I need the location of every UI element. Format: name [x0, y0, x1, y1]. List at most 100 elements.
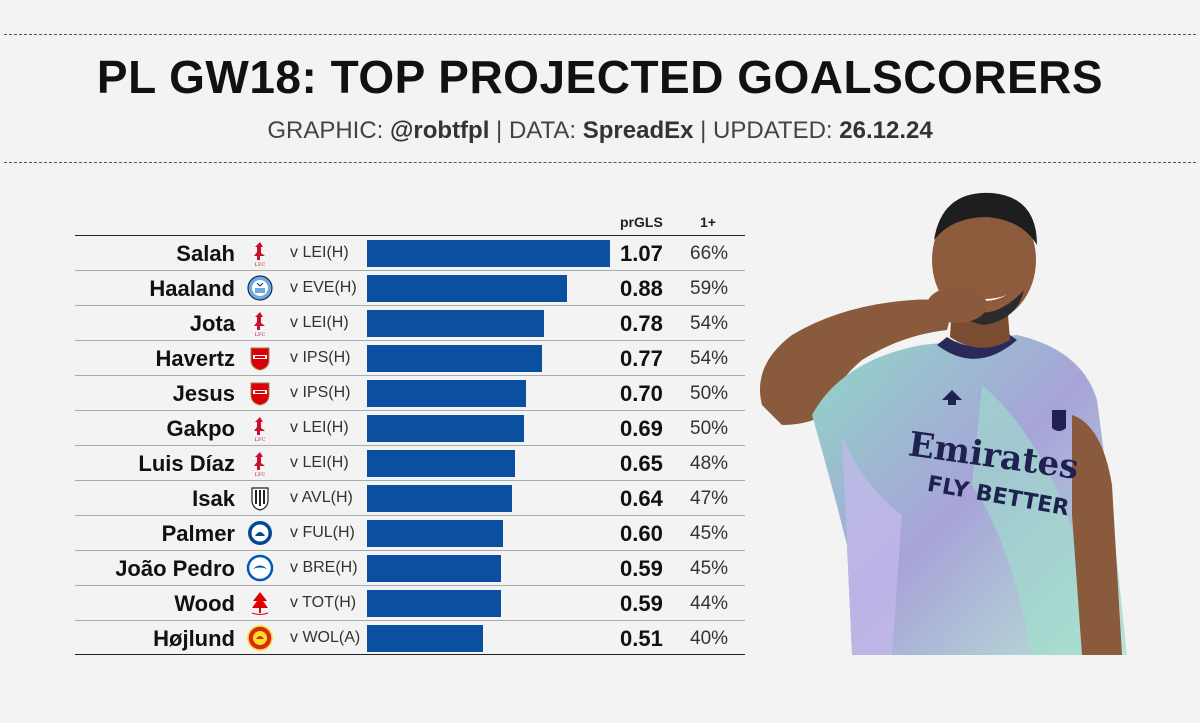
svg-text:LFC: LFC: [255, 472, 266, 477]
player-name: Haaland: [149, 276, 235, 301]
header-prgls: prGLS: [620, 214, 663, 230]
player-name: Palmer: [161, 521, 235, 546]
row-divider: [75, 445, 745, 446]
prgls-bar: [367, 485, 512, 512]
player-name: Havertz: [155, 346, 235, 371]
fixture-label: v LEI(H): [290, 244, 349, 261]
arsenal-crest-icon: [250, 382, 270, 406]
fixture-label: v BRE(H): [290, 559, 358, 576]
fixture-label: v TOT(H): [290, 594, 357, 611]
header-one-plus: 1+: [700, 214, 716, 230]
arsenal-crest-icon: [250, 347, 270, 371]
man-utd-crest-icon: [247, 625, 273, 651]
player-name: Salah: [176, 241, 235, 266]
updated-label: | UPDATED:: [700, 117, 833, 144]
table-row: Wood v TOT(H) 0.59 44%: [0, 586, 760, 621]
prgls-value: 0.65: [620, 451, 663, 476]
table-row: Jesus v IPS(H) 0.70 50%: [0, 376, 760, 411]
player-name: Højlund: [153, 626, 235, 651]
row-divider: [75, 480, 745, 481]
man-city-crest-icon: [247, 275, 273, 301]
row-divider: [75, 620, 745, 621]
player-photo-icon: Emirates FLY BETTER: [760, 192, 1127, 655]
bottom-divider: [4, 162, 1196, 163]
data-source: SpreadEx: [582, 117, 694, 144]
row-divider: [75, 550, 745, 551]
table-row: Luis Díaz LFC v LEI(H) 0.65 48%: [0, 446, 760, 481]
fixture-label: v AVL(H): [290, 489, 353, 506]
one-plus-percent: 66%: [690, 243, 729, 264]
prgls-value: 0.78: [620, 311, 663, 336]
table-row: Isak v AVL(H) 0.64 47%: [0, 481, 760, 516]
row-divider: [75, 515, 745, 516]
prgls-value: 0.88: [620, 276, 663, 301]
table-row: João Pedro v BRE(H) 0.59 45%: [0, 551, 760, 586]
player-name: João Pedro: [115, 556, 235, 581]
row-divider: [75, 375, 745, 376]
brighton-crest-icon: [246, 554, 274, 582]
one-plus-percent: 40%: [690, 628, 729, 649]
prgls-bar: [367, 345, 542, 372]
player-name: Gakpo: [166, 416, 235, 441]
table-bottom-rule: [75, 654, 745, 655]
fixture-label: v LEI(H): [290, 454, 349, 471]
prgls-bar: [367, 240, 610, 267]
one-plus-percent: 50%: [690, 418, 729, 439]
prgls-value: 1.07: [620, 241, 663, 266]
table-top-rule: [75, 235, 745, 236]
prgls-value: 0.70: [620, 381, 663, 406]
prgls-value: 0.69: [620, 416, 663, 441]
table-row: Haaland v EVE(H) 0.88 59%: [0, 271, 760, 306]
prgls-value: 0.60: [620, 521, 663, 546]
table-row: Jota LFC v LEI(H) 0.78 54%: [0, 306, 760, 341]
prgls-value: 0.59: [620, 591, 663, 616]
table-row: Havertz v IPS(H) 0.77 54%: [0, 341, 760, 376]
one-plus-percent: 45%: [690, 523, 729, 544]
one-plus-percent: 44%: [690, 593, 729, 614]
updated-date: 26.12.24: [839, 117, 933, 144]
prgls-bar: [367, 415, 524, 442]
fixture-label: v LEI(H): [290, 419, 349, 436]
prgls-bar: [367, 555, 501, 582]
prgls-bar: [367, 380, 526, 407]
liverpool-crest-icon: LFC: [254, 312, 265, 337]
table-row: Højlund v WOL(A) 0.51 40%: [0, 621, 760, 656]
chelsea-crest-icon: [248, 521, 272, 545]
player-name: Jesus: [172, 381, 235, 406]
prgls-value: 0.51: [620, 626, 663, 651]
fixture-label: v IPS(H): [290, 349, 351, 366]
top-divider: [4, 34, 1196, 35]
liverpool-crest-icon: LFC: [254, 417, 265, 442]
one-plus-percent: 45%: [690, 558, 729, 579]
fixture-label: v WOL(A): [290, 629, 361, 646]
player-name: Wood: [174, 591, 235, 616]
prgls-value: 0.59: [620, 556, 663, 581]
table-row: Gakpo LFC v LEI(H) 0.69 50%: [0, 411, 760, 446]
forest-crest-icon: [251, 592, 269, 615]
fixture-label: v LEI(H): [290, 314, 349, 331]
prgls-bar: [367, 590, 501, 617]
player-name: Jota: [189, 311, 235, 336]
chart-title: PL GW18: TOP PROJECTED GOALSCORERS: [96, 51, 1104, 103]
fixture-label: v IPS(H): [290, 384, 351, 401]
data-label: | DATA:: [496, 117, 577, 144]
prgls-bar: [367, 625, 483, 652]
prgls-bar: [367, 275, 567, 302]
player-name: Luis Díaz: [138, 451, 235, 476]
fixture-label: v FUL(H): [290, 524, 355, 541]
one-plus-percent: 59%: [690, 278, 729, 299]
one-plus-percent: 54%: [690, 313, 729, 334]
prgls-value: 0.77: [620, 346, 663, 371]
player-name: Isak: [192, 486, 235, 511]
newcastle-crest-icon: [251, 487, 269, 511]
svg-text:LFC: LFC: [255, 262, 266, 267]
fixture-label: v EVE(H): [290, 279, 357, 296]
table-row: Palmer v FUL(H) 0.60 45%: [0, 516, 760, 551]
row-divider: [75, 305, 745, 306]
one-plus-percent: 54%: [690, 348, 729, 369]
prgls-value: 0.64: [620, 486, 663, 511]
liverpool-crest-icon: LFC: [254, 242, 266, 267]
liverpool-crest-icon: LFC: [254, 452, 266, 477]
prgls-bar: [367, 520, 503, 547]
prgls-bar: [367, 450, 515, 477]
